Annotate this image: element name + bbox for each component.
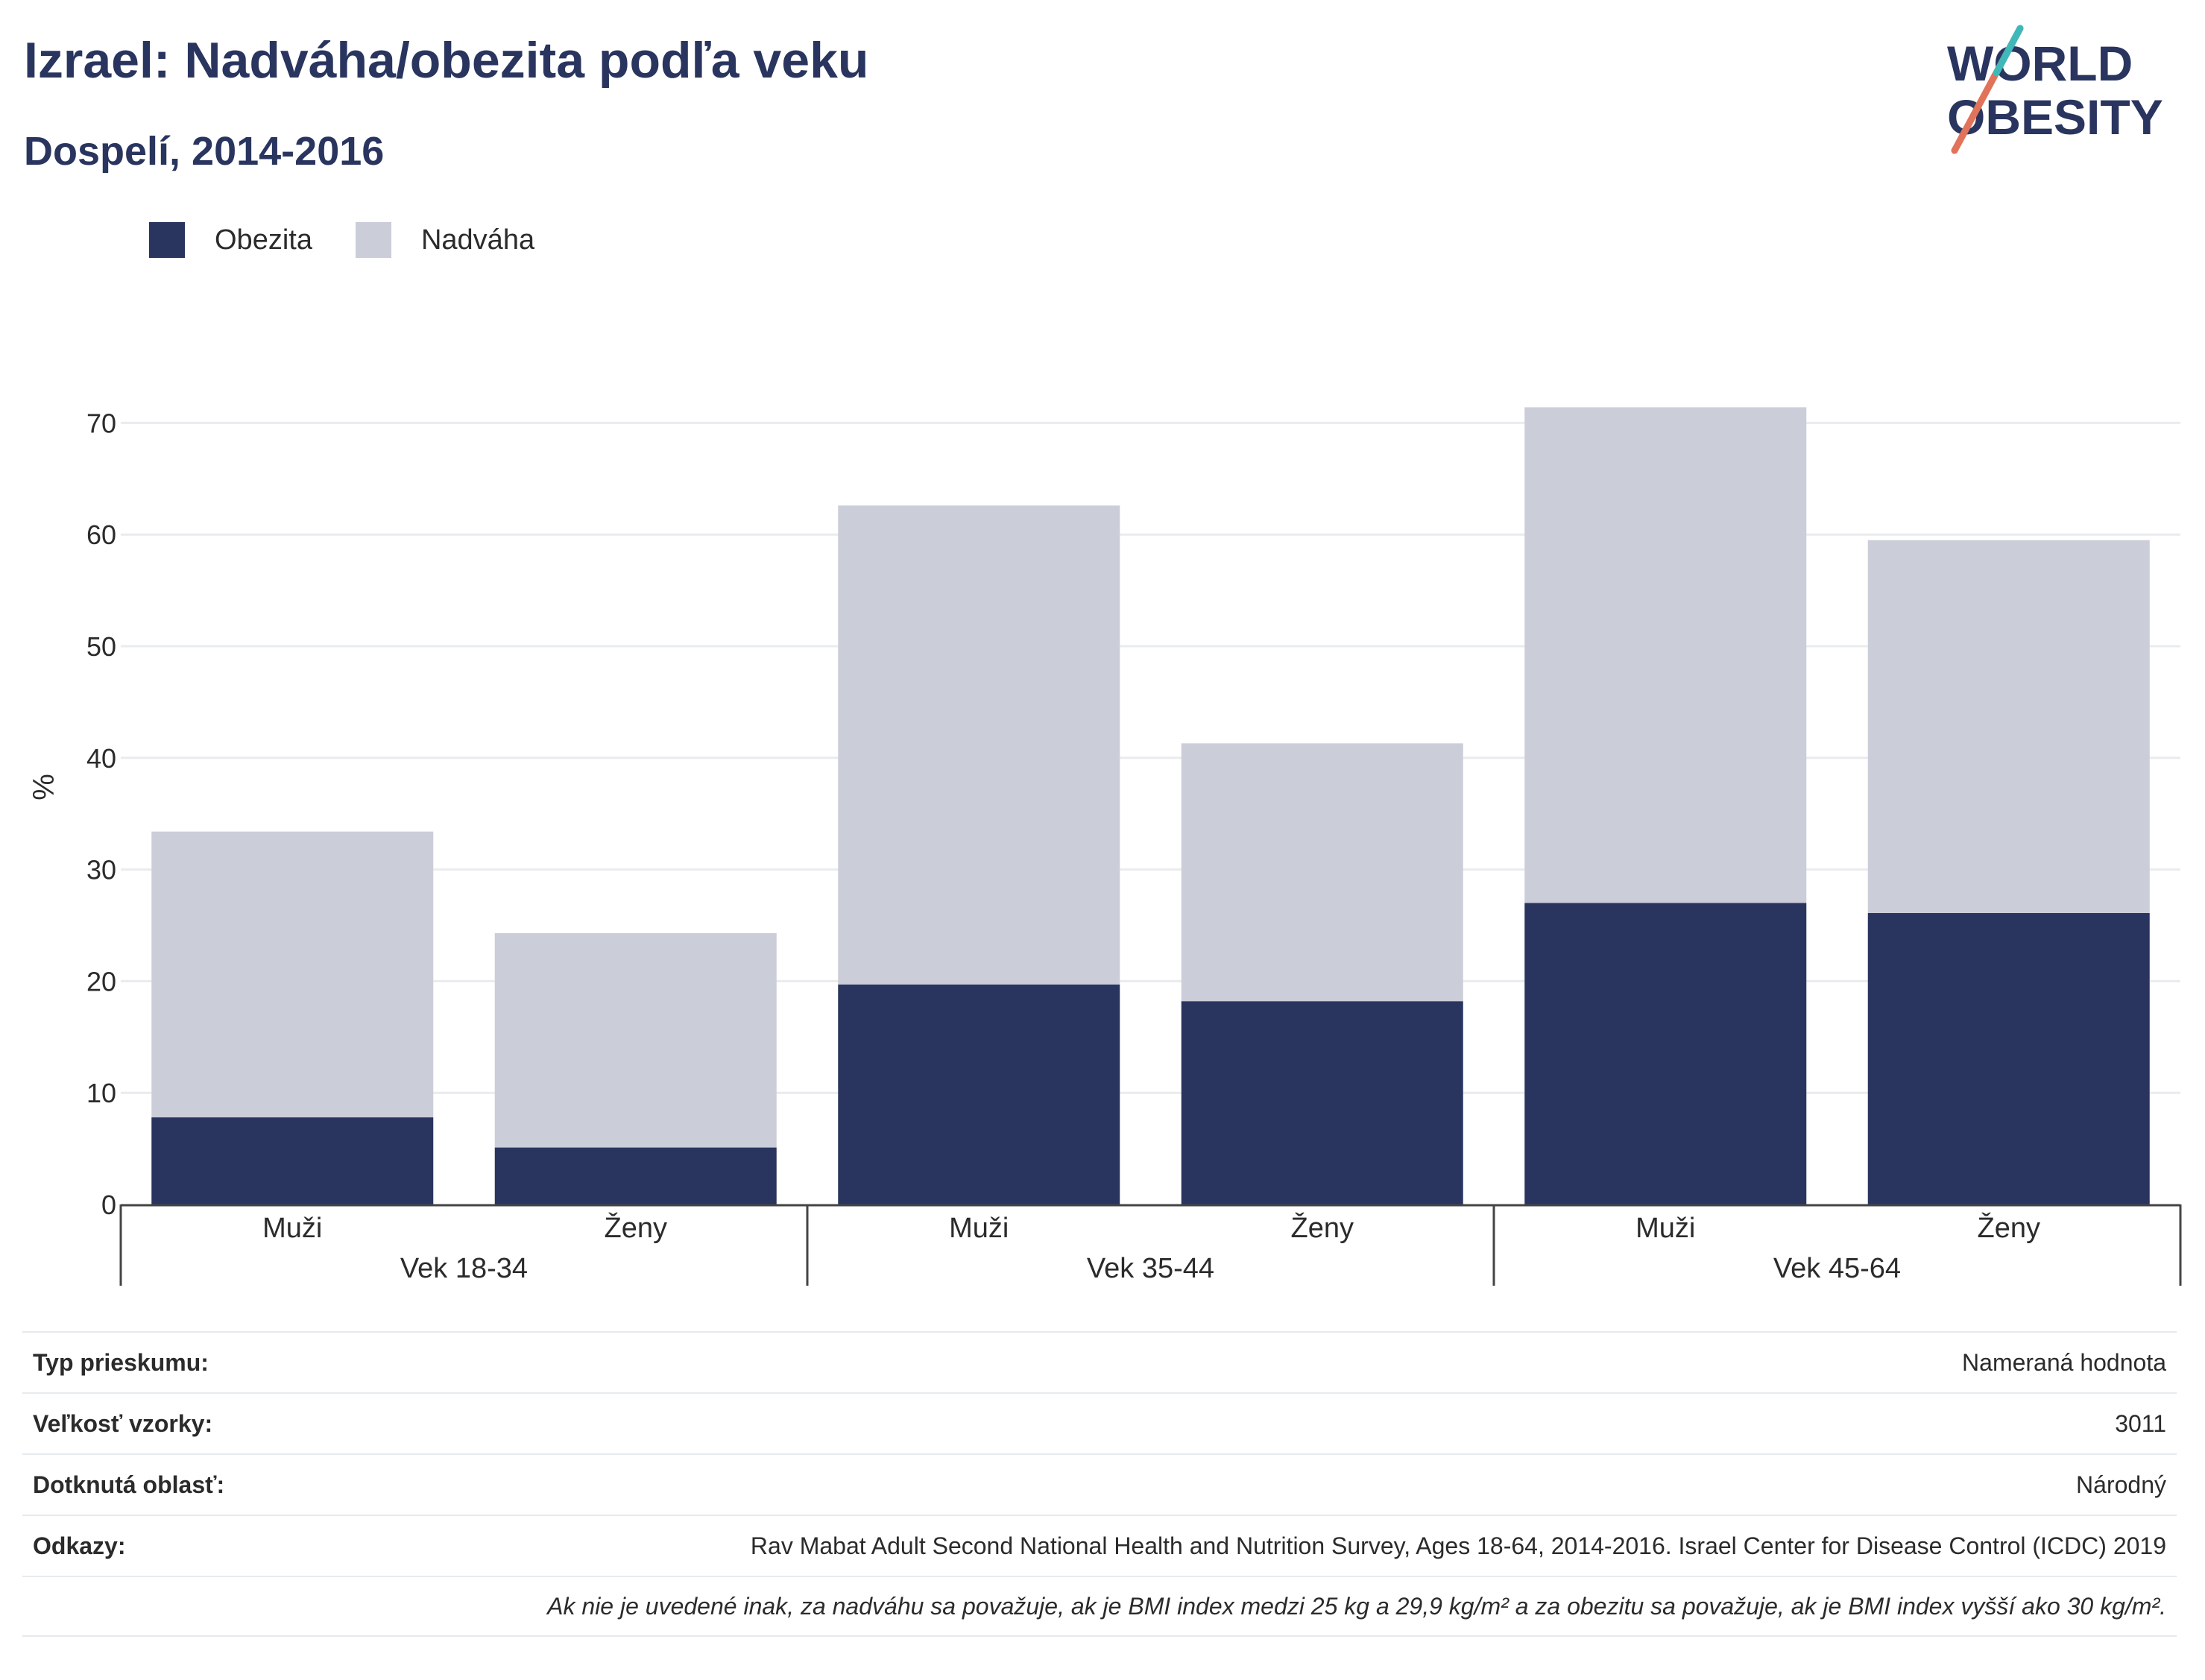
bar-obesity	[1524, 903, 1807, 1204]
x-tick-label: Ženy	[1291, 1212, 1354, 1244]
bar-overweight	[1867, 540, 2150, 914]
y-tick-label: 60	[86, 520, 116, 550]
y-tick-label: 10	[86, 1078, 116, 1108]
legend-swatch-obesity	[149, 222, 185, 258]
info-label: Dotknutá oblasť:	[33, 1471, 225, 1498]
info-row-references: Odkazy: Rav Mabat Adult Second National …	[22, 1515, 2177, 1576]
y-tick-label: 50	[86, 631, 116, 662]
bar-obesity	[838, 984, 1120, 1204]
info-label: Odkazy:	[33, 1532, 126, 1559]
chart-subtitle: Dospelí, 2014-2016	[24, 129, 385, 174]
group-label: Vek 35-44	[1087, 1253, 1214, 1284]
group-label: Vek 18-34	[400, 1253, 528, 1284]
legend-item-obesity: Obezita	[149, 222, 312, 258]
info-row-area: Dotknutá oblasť: Národný	[22, 1453, 2177, 1515]
bar-obesity	[1867, 913, 2150, 1204]
world-obesity-logo: WORLD OBESITY	[1947, 25, 2163, 154]
x-tick-label: Muži	[1635, 1213, 1695, 1244]
logo-line1: WORLD	[1947, 36, 2133, 91]
bar-obesity	[1181, 1001, 1463, 1204]
info-value: Národný	[2076, 1471, 2166, 1498]
chart-title: Izrael: Nadváha/obezita podľa veku	[24, 32, 869, 89]
info-label: Typ prieskumu:	[33, 1348, 209, 1376]
bar-obesity	[151, 1117, 434, 1204]
info-row-note: Ak nie je uvedené inak, za nadváhu sa po…	[22, 1576, 2177, 1637]
group-label: Vek 45-64	[1773, 1253, 1901, 1284]
legend-label-obesity: Obezita	[215, 224, 312, 256]
y-tick-label: 70	[86, 408, 116, 438]
x-tick-label: Muži	[949, 1213, 1009, 1244]
info-row-survey-type: Typ prieskumu: Nameraná hodnota	[22, 1331, 2177, 1392]
definition-note: Ak nie je uvedené inak, za nadváhu sa po…	[547, 1592, 2166, 1620]
bar-overweight	[1181, 743, 1463, 1002]
info-value: Nameraná hodnota	[1962, 1348, 2166, 1376]
y-tick-label: 0	[101, 1190, 116, 1220]
info-row-sample-size: Veľkosť vzorky: 3011	[22, 1392, 2177, 1453]
x-tick-label: Ženy	[605, 1212, 667, 1244]
legend-label-overweight: Nadváha	[420, 224, 535, 256]
y-tick-label: 30	[86, 855, 116, 885]
y-axis-label: %	[28, 774, 60, 800]
info-table: Typ prieskumu: Nameraná hodnota Veľkosť …	[22, 1331, 2177, 1637]
x-tick-label: Muži	[262, 1213, 322, 1244]
info-value: Rav Mabat Adult Second National Health a…	[750, 1532, 2166, 1559]
y-tick-label: 20	[86, 966, 116, 997]
y-tick-label: 40	[86, 743, 116, 774]
x-tick-label: Ženy	[1978, 1212, 2040, 1244]
legend-item-overweight: Nadváha	[355, 222, 535, 258]
info-label: Veľkosť vzorky:	[33, 1409, 213, 1437]
bar-obesity	[494, 1147, 777, 1204]
legend-swatch-overweight	[355, 222, 391, 258]
bar-overweight	[151, 831, 434, 1118]
bar-overweight	[494, 932, 777, 1148]
bar-overweight	[838, 505, 1120, 985]
bar-overweight	[1524, 407, 1807, 903]
logo-slash-teal	[1993, 25, 2024, 77]
legend: Obezita Nadváha	[149, 221, 578, 259]
info-value: 3011	[2115, 1409, 2166, 1437]
bar-chart: 0 10 20 30 40 50 60 70% Muži Ženy Muži Ženy Muži Ženy…	[28, 407, 2182, 1286]
